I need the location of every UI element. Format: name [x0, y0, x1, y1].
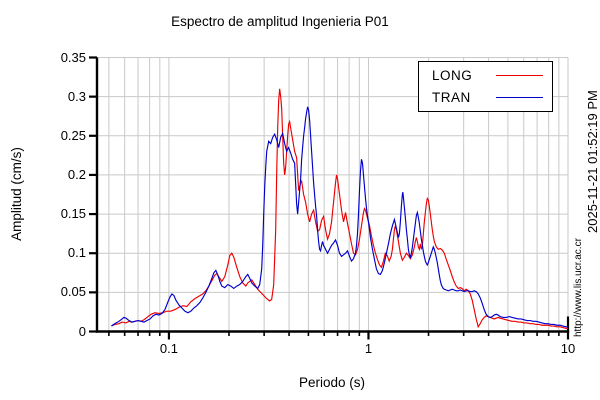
y-axis-label: Amplitud (cm/s): [9, 147, 24, 241]
x-axis-label: Periodo (s): [298, 375, 366, 390]
y-tick-label: 0.25: [60, 127, 86, 143]
series-curve-tran: [111, 106, 568, 328]
legend-line-tran-sample: [496, 96, 543, 98]
y-tick-label: 0.35: [60, 49, 86, 65]
y-tick-label: 0.15: [60, 206, 86, 222]
legend-label-tran: TRAN: [432, 89, 471, 105]
y-tick-label: 0.3: [67, 88, 86, 104]
chart-title: Espectro de amplitud Ingenieria P01: [171, 14, 389, 29]
y-tick-label: 0.1: [67, 245, 86, 261]
y-tick-label: 0: [78, 323, 86, 339]
legend-label-long: LONG: [432, 68, 473, 84]
legend-item-long: LONG: [419, 68, 552, 83]
x-tick-label: 0.1: [159, 341, 178, 356]
legend: LONG TRAN: [418, 61, 553, 112]
legend-item-tran: TRAN: [419, 90, 552, 105]
x-tick-label: 1: [364, 341, 373, 356]
x-tick-label: 10: [560, 341, 576, 356]
url-vertical-text: http://www.lis.ucr.ac.cr: [573, 238, 584, 337]
y-tick-label: 0.05: [60, 284, 86, 300]
y-tick-label: 0.2: [67, 166, 86, 182]
series-curve-long: [111, 88, 568, 329]
legend-line-long-sample: [496, 75, 543, 77]
timestamp-vertical-text: 2025-11-21 01:52:19 PM: [585, 90, 600, 233]
